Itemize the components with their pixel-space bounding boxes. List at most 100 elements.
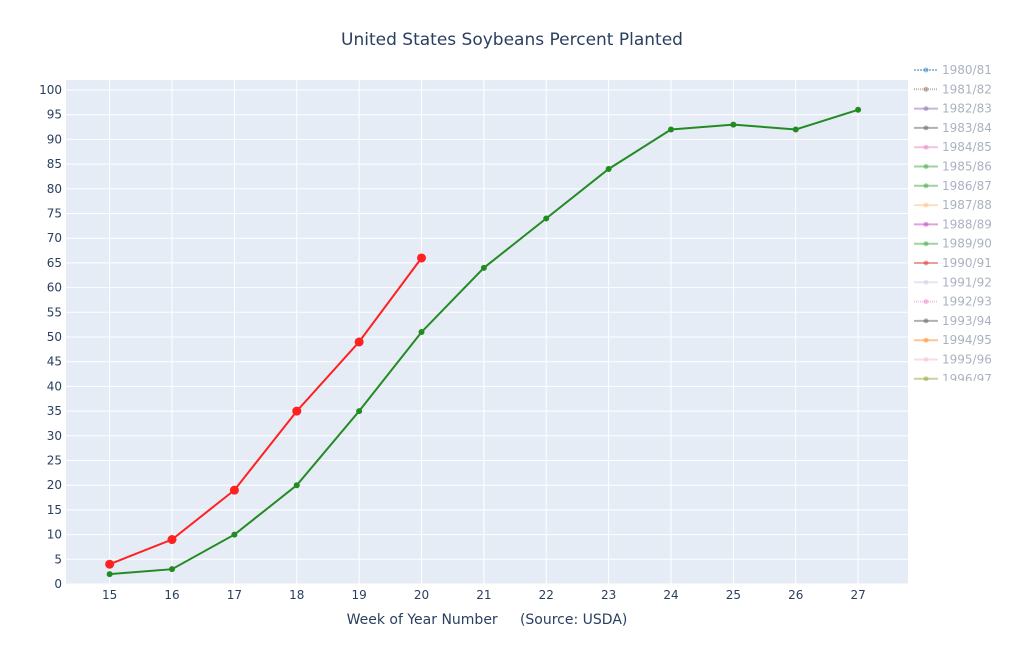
x-tick-label: 25 [726,588,741,602]
legend-item[interactable]: 1995/96 [914,353,992,367]
series-lines [105,106,862,578]
legend-marker-swatch [923,67,929,73]
series-point [543,215,550,222]
chart-title: United States Soybeans Percent Planted [341,30,683,50]
legend-label: 1991/92 [942,275,992,289]
y-tick-label: 20 [47,478,62,492]
series-point [356,408,363,415]
series-point [480,264,487,271]
legend-label: 1981/82 [942,82,992,96]
legend-item[interactable]: 1990/91 [914,256,992,270]
legend-label: 1992/93 [942,295,992,309]
legend[interactable]: 1980/81 1981/82 1982/83 1983/84 1984/85 1985/… [914,63,992,386]
y-tick-label: 85 [47,157,62,171]
y-tick-label: 100 [39,83,62,97]
legend-item[interactable]: 1986/87 [914,179,992,193]
legend-item[interactable]: 1982/83 [914,102,992,116]
plot-area [66,80,908,584]
legend-marker-swatch [923,318,929,324]
legend-marker-swatch [923,106,929,112]
y-tick-label: 65 [47,256,62,270]
legend-label: 1987/88 [942,198,992,212]
y-tick-label: 5 [54,552,62,566]
x-tick-label: 15 [102,588,117,602]
legend-marker-swatch [923,279,929,285]
legend-item[interactable]: 1994/95 [914,333,992,347]
legend-marker-swatch [923,164,929,169]
y-tick-label: 40 [47,379,62,393]
legend-marker-swatch [923,144,929,150]
legend-item[interactable]: 1980/81 [914,63,992,77]
series-point [792,126,799,133]
y-tick-label: 30 [47,429,62,443]
y-tick-label: 60 [47,281,62,295]
legend-item[interactable]: 1987/88 [914,198,992,212]
legend-label: 1989/90 [942,237,992,251]
legend-item[interactable]: 1992/93 [914,295,992,309]
legend-label: 1993/94 [942,314,992,328]
x-tick-label: 27 [850,588,865,602]
series-point [855,106,862,113]
series-point [106,571,113,578]
x-tick-label: 21 [476,588,491,602]
legend-marker-swatch [923,260,929,266]
series-point [167,535,177,545]
x-tick-label: 26 [788,588,803,602]
legend-marker-swatch [923,183,929,189]
x-tick-label: 23 [601,588,616,602]
legend-marker-swatch [923,357,929,362]
legend-label: 1996/97 [942,372,992,386]
legend-label: 1982/83 [942,102,992,116]
y-tick-label: 35 [47,404,62,418]
legend-item[interactable]: 1991/92 [914,275,992,289]
series-point [605,166,612,173]
x-axis-ticks: 15 16 17 18 19 20 21 22 23 24 25 26 27 [102,588,866,602]
y-tick-label: 0 [54,577,62,591]
legend-marker-swatch [923,221,929,227]
x-tick-label: 18 [289,588,304,602]
legend-item[interactable]: 1983/84 [914,121,992,135]
x-tick-label: 19 [352,588,367,602]
y-tick-label: 45 [47,355,62,369]
legend-item[interactable]: 1984/85 [914,140,992,154]
series-point [105,559,115,569]
series-point [354,337,364,347]
x-tick-label: 16 [164,588,179,602]
legend-label: 1983/84 [942,121,992,135]
legend-item[interactable]: 1981/82 [914,82,992,96]
legend-item[interactable]: 1988/89 [914,217,992,231]
x-tick-label: 22 [539,588,554,602]
series-point [231,531,238,538]
legend-marker-swatch [923,125,929,131]
legend-item[interactable]: 1985/86 [914,160,992,174]
series-point [169,566,176,573]
y-axis-ticks: 0 5 10 15 20 25 30 35 40 45 50 55 60 65 70 75 80 85 90 95 10… [39,83,62,591]
series-point [730,121,737,128]
legend-label: 1988/89 [942,217,992,231]
legend-marker-swatch [923,337,929,343]
y-tick-label: 75 [47,207,62,221]
legend-label: 1990/91 [942,256,992,270]
legend-marker-swatch [923,202,929,208]
y-tick-label: 90 [47,132,62,146]
y-tick-label: 70 [47,231,62,245]
legend-item[interactable]: 1989/90 [914,237,992,251]
legend-item[interactable]: 1993/94 [914,314,992,328]
y-tick-label: 25 [47,454,62,468]
legend-label: 1984/85 [942,140,992,154]
series-point [293,482,300,489]
series-point [418,329,425,336]
legend-item[interactable]: 1996/97 [914,372,992,386]
legend-label: 1994/95 [942,333,992,347]
y-tick-label: 80 [47,182,62,196]
legend-marker-swatch [923,376,929,381]
legend-marker-swatch [923,86,929,92]
y-tick-label: 10 [47,528,62,542]
y-tick-label: 55 [47,305,62,319]
series-point [417,253,427,263]
series-point [229,485,239,495]
legend-label: 1986/87 [942,179,992,193]
series-point [667,126,674,133]
y-tick-label: 15 [47,503,62,517]
